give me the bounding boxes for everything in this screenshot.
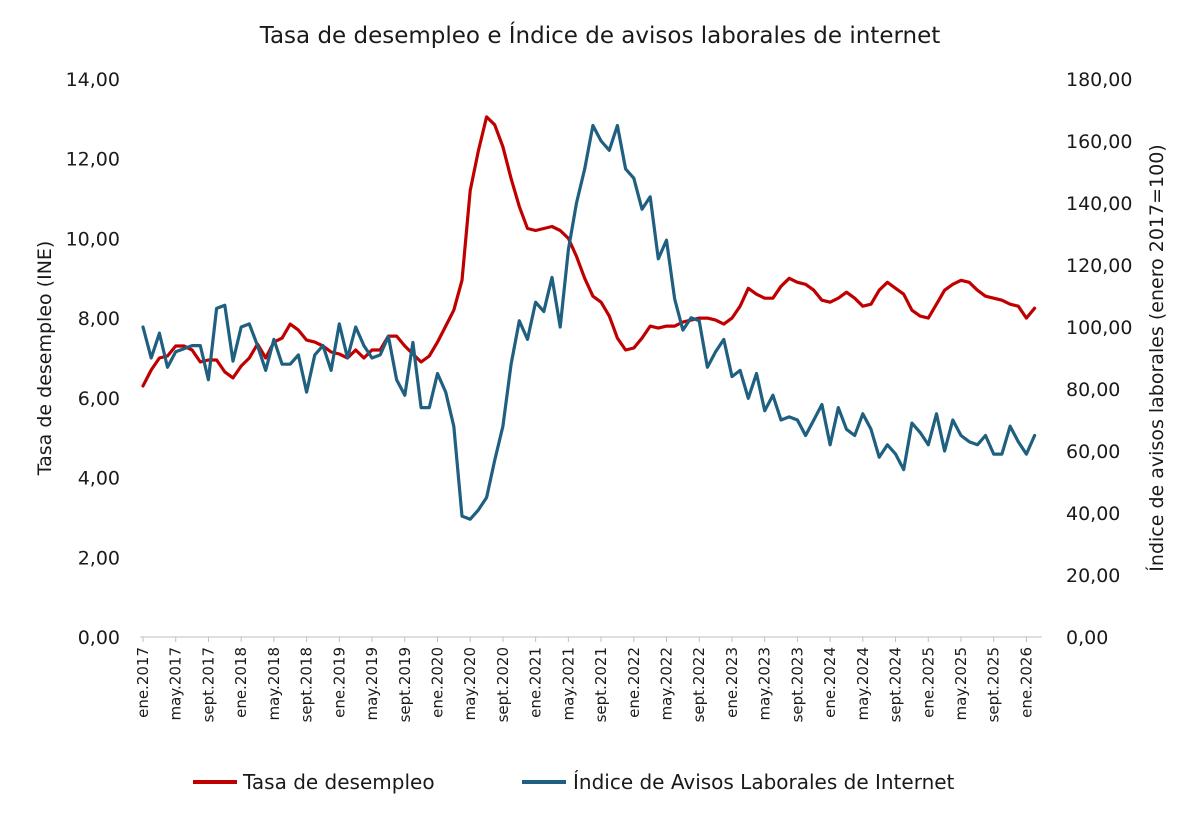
x-tick-label: ene.2025 [919, 647, 937, 718]
y-right-tick-label: 140,00 [1066, 193, 1132, 215]
y-right-tick-label: 60,00 [1066, 441, 1120, 463]
x-tick-label: sept.2024 [887, 647, 905, 722]
x-tick-label: sept.2025 [985, 647, 1003, 722]
y-right-tick-label: 80,00 [1066, 379, 1120, 401]
y-axis-right-ticks: 0,00 20,00 40,00 60,00 80,00 100,00 120,00 140,… [1066, 69, 1132, 649]
x-tick-label: sept.2020 [494, 647, 512, 722]
x-tick-label: sept.2021 [592, 647, 610, 722]
x-tick-label: may.2022 [658, 647, 676, 720]
legend: Tasa de desempleo Índice de Avisos Labor… [193, 770, 955, 794]
x-tick-label: may.2019 [363, 647, 381, 720]
x-tick-label: ene.2024 [821, 647, 839, 718]
x-tick-label: ene.2022 [625, 647, 643, 718]
y-left-tick-label: 10,00 [66, 228, 120, 250]
y-right-tick-label: 100,00 [1066, 317, 1132, 339]
x-tick-label: may.2025 [952, 647, 970, 720]
x-tick-label: may.2021 [559, 647, 577, 720]
y-right-tick-label: 0,00 [1066, 627, 1108, 649]
x-tick-label: ene.2018 [232, 647, 250, 718]
x-tick-label: may.2024 [854, 647, 872, 720]
x-tick-label: may.2018 [265, 647, 283, 720]
y-left-tick-label: 0,00 [78, 627, 120, 649]
y-axis-right-label: Índice de avisos laborales (enero 2017=1… [1145, 144, 1168, 571]
x-tick-label: sept.2022 [690, 647, 708, 722]
x-tick-label: may.2020 [461, 647, 479, 720]
y-left-tick-label: 6,00 [78, 388, 120, 410]
chart-title: Tasa de desempleo e Índice de avisos lab… [259, 21, 941, 49]
x-tick-label: ene.2023 [723, 647, 741, 718]
y-left-tick-label: 2,00 [78, 547, 120, 569]
plot-area [141, 115, 1037, 521]
x-tick-label: sept.2018 [298, 647, 316, 722]
x-tick-label: ene.2017 [134, 647, 152, 718]
series-line-indice-avisos [141, 123, 1037, 521]
x-axis-ticks: ene.2017 may.2017 sept.2017 ene.2018 may.201… [134, 637, 1035, 722]
y-right-tick-label: 180,00 [1066, 69, 1132, 91]
y-left-tick-label: 14,00 [66, 69, 120, 91]
x-tick-label: ene.2021 [527, 647, 545, 718]
y-left-tick-label: 12,00 [66, 149, 120, 171]
x-tick-label: sept.2023 [788, 647, 806, 722]
y-right-tick-label: 120,00 [1066, 255, 1132, 277]
x-tick-label: may.2023 [756, 647, 774, 720]
y-right-tick-label: 40,00 [1066, 503, 1120, 525]
series-line-tasa-desempleo [141, 115, 1037, 388]
x-tick-label: ene.2020 [428, 647, 446, 718]
y-axis-left-ticks: 0,00 2,00 4,00 6,00 8,00 10,00 12,00 14,00 [66, 69, 120, 649]
x-tick-label: sept.2019 [396, 647, 414, 722]
y-right-tick-label: 160,00 [1066, 131, 1132, 153]
x-tick-label: ene.2019 [330, 647, 348, 718]
y-axis-left-label: Tasa de desempleo (INE) [34, 241, 56, 477]
x-tick-label: may.2017 [167, 647, 185, 720]
y-left-tick-label: 4,00 [78, 468, 120, 490]
x-tick-label: sept.2017 [199, 647, 217, 722]
legend-label-desempleo: Tasa de desempleo [242, 770, 435, 794]
legend-label-avisos: Índice de Avisos Laborales de Internet [573, 770, 955, 794]
y-right-tick-label: 20,00 [1066, 565, 1120, 587]
y-left-tick-label: 8,00 [78, 308, 120, 330]
x-tick-label: ene.2026 [1017, 647, 1035, 718]
